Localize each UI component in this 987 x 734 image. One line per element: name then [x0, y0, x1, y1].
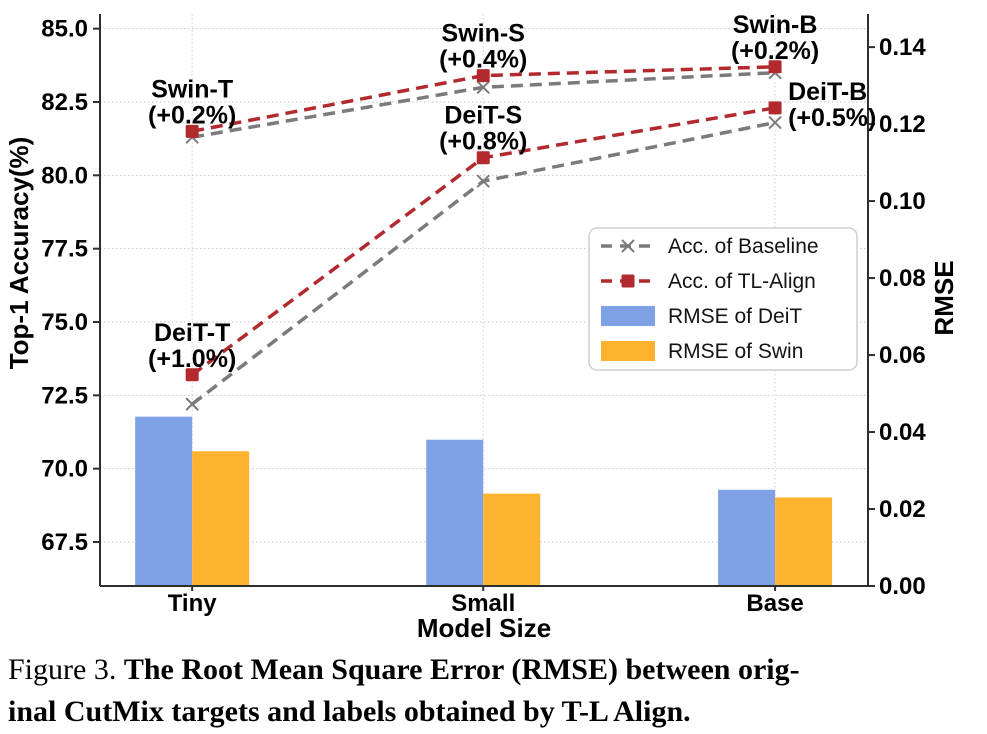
y-right-tick-label: 0.14: [879, 34, 926, 61]
legend-entry-3: RMSE of Swin: [601, 340, 803, 363]
annotation-model: Swin-T: [151, 75, 233, 103]
y-axis-label-left: Top-1 Accuracy(%): [4, 137, 34, 370]
y-right-tick-label: 0.02: [879, 496, 926, 523]
annotation-delta: (+0.8%): [439, 128, 527, 156]
x-marker: [476, 80, 490, 95]
y-right-tick-label: 0.08: [879, 265, 926, 292]
chart-canvas: 67.5 70.0 72.5 75.0 77.5 80.0 82.5 85.0 0.00 0.02…: [4, 11, 959, 643]
legend-label: Acc. of TL-Align: [668, 270, 816, 293]
y-left-tick-label: 67.5: [41, 529, 88, 556]
bar-base: [718, 489, 776, 586]
legend-entry-0: Acc. of Baseline: [601, 235, 819, 258]
bar-small: [426, 439, 484, 586]
bar-tiny: [192, 451, 250, 586]
legend-x-marker: [621, 239, 635, 253]
y-left-tick-label: 80.0: [41, 162, 88, 189]
markers-tl-align: [185, 60, 782, 382]
annotation-delta: (+0.4%): [439, 46, 527, 74]
square-marker: [768, 101, 782, 115]
y-right-tick-label: 0.06: [879, 342, 926, 369]
y-axis-label-right: RMSE: [929, 260, 959, 335]
y-right-tick-label: 0.04: [879, 419, 926, 446]
annotation-delta: (+0.5%): [788, 104, 876, 132]
legend-bar-sample: [601, 341, 655, 361]
annotation-swin-s: Swin-S(+0.4%): [439, 20, 527, 74]
annotation-swin-b: Swin-B(+0.2%): [731, 11, 819, 65]
x-marker: [185, 397, 199, 411]
bar-series-deit: [135, 416, 776, 586]
x-tick-label-base: Base: [746, 590, 803, 617]
annotation-deit-t: DeiT-T(+1.0%): [148, 319, 236, 373]
annotation-delta: (+0.2%): [148, 101, 236, 129]
figure-caption: Figure 3. The Root Mean Square Error (RM…: [0, 648, 987, 733]
legend-entry-2: RMSE of DeiT: [601, 305, 802, 328]
square-marker: [476, 151, 490, 165]
y-right-tick-label: 0.12: [879, 111, 926, 138]
square-marker: [476, 69, 490, 83]
y-left-tick-label: 70.0: [41, 456, 88, 483]
caption-line-2: inal CutMix targets and labels obtained …: [8, 695, 691, 728]
legend-label: RMSE of Swin: [668, 340, 803, 363]
y-left-tick-label: 82.5: [41, 89, 88, 116]
annotation-model: DeiT-T: [154, 319, 230, 347]
caption-figure-number: Figure 3.: [8, 653, 117, 686]
annotation-deit-b: DeiT-B(+0.5%): [788, 78, 876, 132]
x-tick-label-small: Small: [451, 590, 515, 617]
y-left-tick-label: 77.5: [41, 236, 88, 263]
annotation-model: Swin-B: [733, 11, 818, 39]
legend: Acc. of Baseline Acc. of TL-Align RMSE of …: [588, 227, 858, 371]
x-tick-label-tiny: Tiny: [168, 590, 218, 617]
annotation-swin-t: Swin-T(+0.2%): [148, 75, 236, 129]
bar-base: [775, 497, 833, 586]
legend-entry-1: Acc. of TL-Align: [601, 270, 816, 293]
bar-tiny: [135, 416, 193, 586]
bar-series-swin: [192, 451, 833, 586]
rmse-accuracy-figure: 67.5 70.0 72.5 75.0 77.5 80.0 82.5 85.0 0.00 0.02…: [4, 11, 959, 643]
legend-label: RMSE of DeiT: [668, 305, 802, 328]
caption-bold-text-1: The Root Mean Square Error (RMSE) betwee…: [123, 653, 800, 686]
caption-line-1: Figure 3. The Root Mean Square Error (RM…: [8, 649, 979, 691]
annotation-model: DeiT-B: [788, 78, 867, 106]
annotation-model: Swin-S: [442, 20, 525, 48]
y-left-tick-label: 75.0: [41, 309, 88, 336]
legend-label: Acc. of Baseline: [668, 235, 819, 258]
legend-square-marker: [621, 274, 635, 288]
y-left-tick-label: 72.5: [41, 382, 88, 409]
x-marker: [476, 174, 490, 188]
y-left-tick-label: 85.0: [41, 16, 88, 43]
annotation-deit-s: DeiT-S(+0.8%): [439, 102, 527, 156]
y-right-tick-label: 0.00: [879, 573, 926, 600]
annotation-model: DeiT-S: [444, 102, 522, 130]
legend-box: [588, 227, 858, 371]
square-marker: [768, 60, 782, 74]
x-axis-label: Model Size: [417, 613, 551, 643]
bar-small: [483, 493, 541, 586]
annotation-delta: (+1.0%): [148, 345, 236, 373]
y-right-tick-label: 0.10: [879, 188, 926, 215]
annotation-delta: (+0.2%): [731, 37, 819, 65]
square-marker: [185, 368, 199, 382]
legend-bar-sample: [601, 306, 655, 326]
x-marker: [768, 115, 782, 130]
square-marker: [185, 124, 199, 138]
